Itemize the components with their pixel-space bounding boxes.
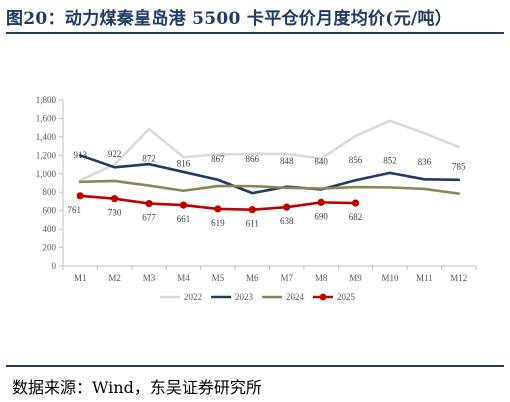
data-label-2024: 867 [211, 154, 225, 164]
point-2025 [248, 206, 256, 214]
data-label-2025: 730 [108, 208, 122, 218]
data-label-2024: 856 [349, 155, 363, 165]
data-label-2024: 785 [452, 162, 466, 172]
title-divider [6, 32, 504, 34]
y-tick-label: 1,400 [36, 132, 57, 142]
series-line-2023 [78, 154, 461, 195]
point-2025 [317, 198, 325, 206]
y-tick-label: 600 [43, 206, 57, 216]
point-2025 [111, 195, 119, 203]
source-note: 数据来源：Wind，东吴证券研究所 [12, 378, 262, 397]
data-label-2024: 848 [280, 156, 294, 166]
x-tick-label: M2 [108, 273, 121, 283]
x-tick-label: M12 [450, 273, 467, 283]
point-2025 [145, 199, 153, 208]
y-tick-label: 200 [43, 243, 57, 253]
series-line-2024 [78, 179, 461, 195]
data-label-2025: 661 [177, 214, 191, 224]
legend-label-2022: 2022 [184, 292, 202, 302]
y-tick-label: 800 [43, 187, 57, 197]
data-label-2024: 913 [73, 150, 87, 160]
footer-divider [6, 365, 504, 367]
point-2025 [351, 199, 360, 207]
x-tick-label: M5 [212, 273, 225, 283]
data-label-2025: 611 [246, 219, 259, 229]
point-2025 [179, 201, 188, 209]
legend-label-2025: 2025 [337, 292, 356, 302]
data-label-2024: 816 [177, 159, 191, 169]
data-label-2025: 761 [67, 205, 81, 215]
line-chart: 0 200 400 600 800 1,000 1,200 1,400 1,600 1,800 M1… [36, 95, 477, 302]
data-label-2024: 852 [383, 155, 397, 165]
legend-marker-2025 [319, 293, 327, 301]
x-tick-label: M9 [349, 273, 362, 283]
data-label-2025: 682 [349, 212, 363, 222]
x-tick-label: M10 [381, 273, 399, 283]
x-tick-label: M3 [143, 273, 156, 283]
x-tick-label: M11 [416, 273, 433, 283]
legend-label-2023: 2023 [235, 292, 254, 302]
data-label-2025: 677 [142, 213, 156, 223]
y-tick-label: 0 [52, 261, 57, 271]
y-tick-label: 1,000 [36, 169, 57, 179]
y-tick-label: 400 [43, 224, 57, 234]
data-label-2024: 840 [314, 157, 328, 167]
legend-label-2024: 2024 [286, 292, 305, 302]
y-tick-label: 1,800 [36, 95, 57, 105]
data-label-2024: 922 [108, 149, 122, 159]
point-2025 [76, 192, 84, 200]
data-label-2025: 690 [314, 211, 328, 221]
point-2025 [283, 203, 291, 211]
chart-title: 图20：动力煤秦皇岛港 5500 卡平仓价月度均价(元/吨） [6, 9, 453, 29]
x-tick-label: M6 [246, 273, 259, 283]
x-tick-label: M8 [315, 273, 328, 283]
data-label-2025: 638 [280, 216, 294, 226]
data-label-2024: 836 [418, 157, 432, 167]
data-label-2024: 866 [246, 154, 260, 164]
y-tick-label: 1,600 [36, 113, 57, 123]
series-line-2022 [78, 119, 461, 182]
point-2025 [214, 205, 222, 213]
data-label-2025: 619 [211, 218, 225, 228]
data-label-2024: 872 [142, 154, 156, 164]
y-tick-label: 1,200 [36, 150, 57, 160]
x-tick-label: M1 [74, 273, 87, 283]
x-tick-label: M4 [177, 273, 190, 283]
x-tick-label: M7 [280, 273, 293, 283]
